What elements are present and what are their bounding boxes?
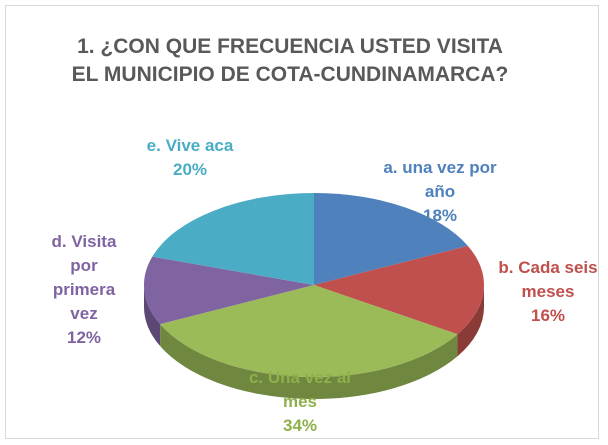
label-category: a. una vez por año: [383, 158, 497, 201]
slice-side: [144, 285, 161, 347]
label-category: e. Vive aca: [146, 136, 234, 155]
data-label: b. Cada seis meses 16%: [488, 256, 608, 328]
label-category: c. Una vez al mes: [248, 368, 352, 411]
slice: [160, 285, 458, 377]
label-value: 16%: [530, 306, 566, 325]
chart-title: 1. ¿CON QUE FRECUENCIA USTED VISITA EL M…: [71, 35, 509, 86]
data-label: c. Una vez al mes 34%: [240, 366, 360, 438]
slice: [152, 193, 314, 285]
label-value: 20%: [172, 160, 208, 179]
slice: [143, 256, 314, 325]
label-category: d. Visita por primera vez: [51, 232, 117, 323]
chart-frame: [5, 5, 599, 439]
label-value: 12%: [66, 328, 102, 347]
data-label: e. Vive aca 20%: [145, 134, 235, 182]
slice-side: [160, 324, 458, 399]
slice-side: [457, 285, 484, 357]
data-label: a. una vez por año 18%: [380, 156, 500, 228]
slice: [314, 193, 468, 285]
label-value: 18%: [422, 206, 458, 225]
label-value: 34%: [282, 416, 318, 435]
data-label: d. Visita por primera vez 12%: [44, 230, 124, 350]
slice: [314, 245, 484, 335]
label-category: b. Cada seis meses: [498, 258, 598, 301]
